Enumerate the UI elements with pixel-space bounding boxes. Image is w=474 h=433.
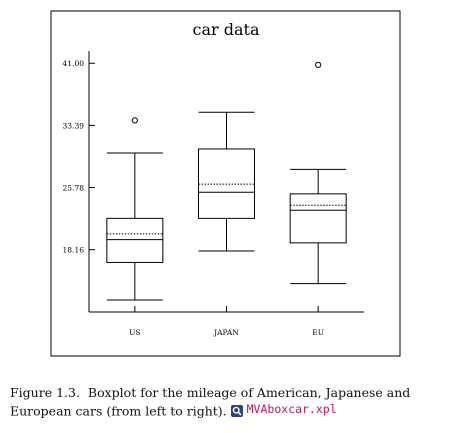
chart-title: car data	[193, 20, 260, 39]
box-iqr	[106, 217, 164, 263]
y-tick-label: 18.16	[63, 246, 85, 255]
x-tick-label: EU	[312, 328, 324, 337]
caption-label: Figure 1.3.	[10, 385, 80, 400]
y-tick-label: 41.00	[63, 59, 85, 68]
y-tick-label: 33.39	[63, 121, 85, 130]
box-eu	[289, 61, 347, 285]
figure-caption: Figure 1.3. Boxplot for the mileage of A…	[10, 384, 462, 420]
quantlet-name: MVAboxcar.xpl	[246, 402, 337, 416]
outlier-point	[315, 61, 322, 68]
box-iqr	[289, 193, 347, 244]
plot-frame	[50, 10, 401, 357]
quantlet-link[interactable]: MVAboxcar.xpl	[230, 401, 337, 418]
x-tick-label: US	[129, 328, 140, 337]
box-us	[106, 117, 164, 301]
boxes-layer	[106, 61, 347, 301]
y-ticks: 18.16 25.78 33.39 41.00	[63, 59, 95, 255]
y-tick-label: 25.78	[63, 184, 85, 193]
boxplot-figure: car data 18.16 25.78 33.39 41.00 US JAPAN EU	[50, 10, 401, 357]
box-japan	[198, 111, 255, 252]
outlier-point	[131, 117, 138, 124]
x-ticks: US JAPAN EU	[129, 306, 324, 337]
magnifier-icon	[230, 404, 243, 417]
x-tick-label: JAPAN	[213, 328, 239, 337]
caption-text: Boxplot for the mileage of American, Jap…	[10, 385, 411, 419]
